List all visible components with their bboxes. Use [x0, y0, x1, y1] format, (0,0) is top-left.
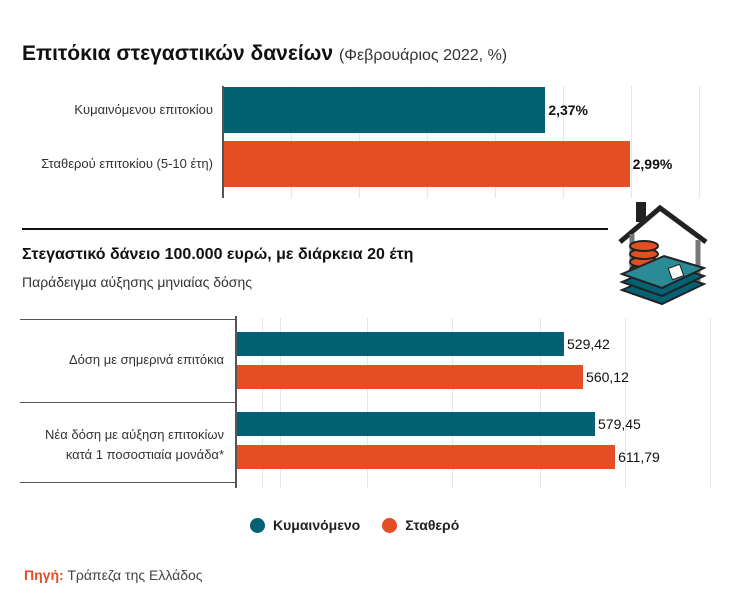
source-note: Πηγή: Τράπεζα της Ελλάδος: [24, 567, 203, 583]
bar: [236, 365, 584, 389]
data-label: 529,42: [567, 336, 610, 352]
gridline: [710, 318, 711, 488]
legend-label: Σταθερό: [405, 517, 460, 533]
chart2-subtitle: Παράδειγμα αύξησης μηνιαίας δόσης: [22, 274, 252, 290]
bar: [236, 445, 616, 469]
title-subtitle: (Φεβρουάριος 2022, %): [338, 47, 508, 64]
gridline: [699, 86, 700, 198]
legend-label: Κυμαινόμενο: [273, 517, 361, 533]
gridline: [625, 318, 626, 488]
y-axis: [222, 86, 224, 198]
gridline: [367, 318, 368, 488]
y-axis: [235, 316, 237, 488]
gridline: [280, 318, 281, 488]
data-label: 2,37%: [548, 102, 589, 118]
chart2-title: Στεγαστικό δάνειο 100.000 ευρώ, με διάρκ…: [22, 246, 414, 263]
section-divider: [22, 228, 608, 230]
data-label: 579,45: [598, 416, 641, 432]
chart1-title: Επιτόκια στεγαστικών δανείων (Φεβρουάριο…: [22, 42, 507, 66]
data-label: 611,79: [618, 449, 660, 465]
gridline: [540, 318, 541, 488]
row-separator: [20, 319, 236, 320]
row-separator: [20, 482, 236, 483]
bar: [223, 87, 546, 133]
legend-dot-fixed: [382, 518, 398, 533]
gridline: [452, 318, 453, 488]
data-label: 2,99%: [632, 156, 673, 172]
bar: [223, 141, 630, 187]
bar: [236, 332, 565, 356]
legend-item-variable: Κυμαινόμενο: [250, 517, 360, 533]
category-label: Νέα δόση με αύξηση επιτοκίων κατά 1 ποσο…: [45, 427, 224, 462]
title-main: Επιτόκια στεγαστικών δανείων: [22, 42, 334, 65]
source-label: Πηγή:: [24, 567, 64, 583]
house-money-icon: [618, 202, 708, 306]
legend: Κυμαινόμενο Σταθερό: [250, 517, 459, 533]
category-label: Σταθερού επιτοκίου (5-10 έτη): [41, 156, 213, 171]
category-label: Κυμαινόμενου επιτοκίου: [74, 102, 213, 117]
gridline: [262, 318, 263, 488]
source-text: Τράπεζα της Ελλάδος: [67, 567, 203, 583]
gridline: [631, 86, 632, 198]
category-label: Δόση με σημερινά επιτόκια: [68, 352, 224, 367]
data-label: 560,12: [586, 369, 629, 385]
legend-item-fixed: Σταθερό: [382, 517, 459, 533]
legend-dot-variable: [250, 518, 265, 533]
row-separator: [20, 402, 236, 403]
bar: [236, 412, 596, 436]
